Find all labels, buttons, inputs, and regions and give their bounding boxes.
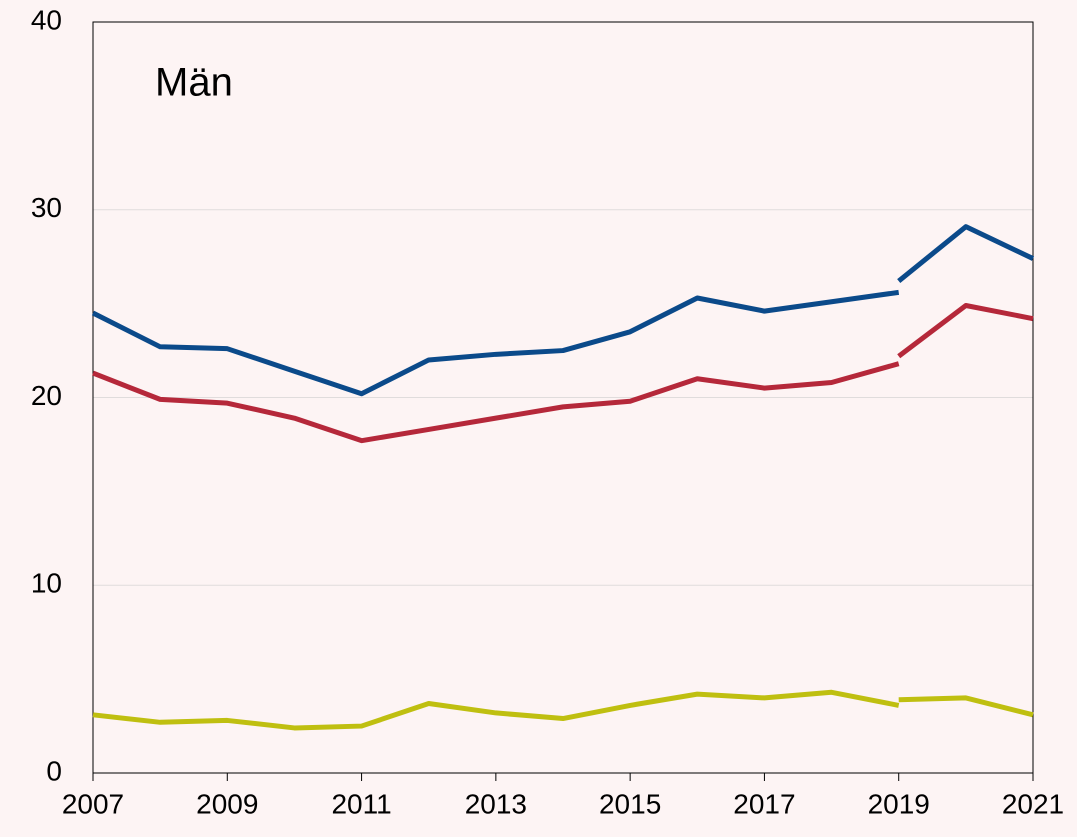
series-line: [897, 303, 1034, 359]
x-tick-label: 2009: [196, 788, 258, 819]
y-tick-label: 30: [31, 192, 62, 223]
y-tick-label: 10: [31, 568, 62, 599]
series-line: [898, 695, 1034, 718]
x-tick-label: 2017: [733, 788, 795, 819]
x-tick-label: 2015: [599, 788, 661, 819]
y-tick-label: 0: [46, 755, 62, 786]
series-line: [897, 224, 1035, 284]
series-line: [92, 361, 900, 444]
series-line: [91, 289, 900, 397]
x-tick-label: 2007: [62, 788, 124, 819]
plot-frame: [92, 21, 1034, 774]
x-tick-label: 2019: [868, 788, 930, 819]
y-tick-label: 40: [31, 4, 62, 35]
series-line: [92, 689, 900, 731]
x-tick-label: 2011: [331, 788, 391, 819]
x-tick-label: 2021: [1002, 788, 1064, 819]
chart-title: Män: [155, 61, 233, 105]
y-tick-label: 20: [31, 380, 62, 411]
x-tick-label: 2013: [465, 788, 527, 819]
